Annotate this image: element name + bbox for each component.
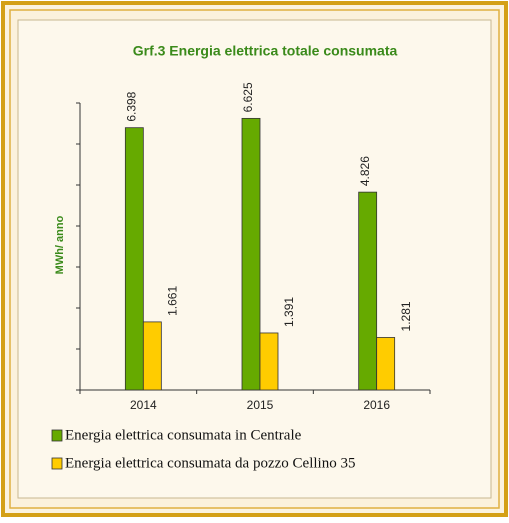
legend-swatch <box>51 457 63 470</box>
value-label: 4.826 <box>358 156 372 186</box>
bar <box>142 321 162 391</box>
value-label: 6.625 <box>241 82 255 112</box>
legend-label: Energia elettrica consumata da pozzo Cel… <box>65 455 355 471</box>
x-tick-label: 2014 <box>130 398 157 412</box>
legend-label: Energia elettrica consumata in Centrale <box>65 427 302 443</box>
bar <box>241 117 261 391</box>
x-tick-label: 2016 <box>363 398 390 412</box>
value-label: 1.281 <box>399 301 413 331</box>
bar <box>124 127 144 391</box>
bar <box>259 332 279 391</box>
y-axis-label: MWh/ anno <box>54 215 66 274</box>
value-label: 1.391 <box>282 297 296 327</box>
value-label: 6.398 <box>125 91 139 121</box>
chart-title: Grf.3 Energia elettrica totale consumata <box>133 43 398 59</box>
legend-swatch <box>51 429 63 442</box>
bar <box>358 191 378 391</box>
bar <box>376 337 396 391</box>
x-tick-label: 2015 <box>247 398 274 412</box>
value-label: 1.661 <box>166 286 180 316</box>
